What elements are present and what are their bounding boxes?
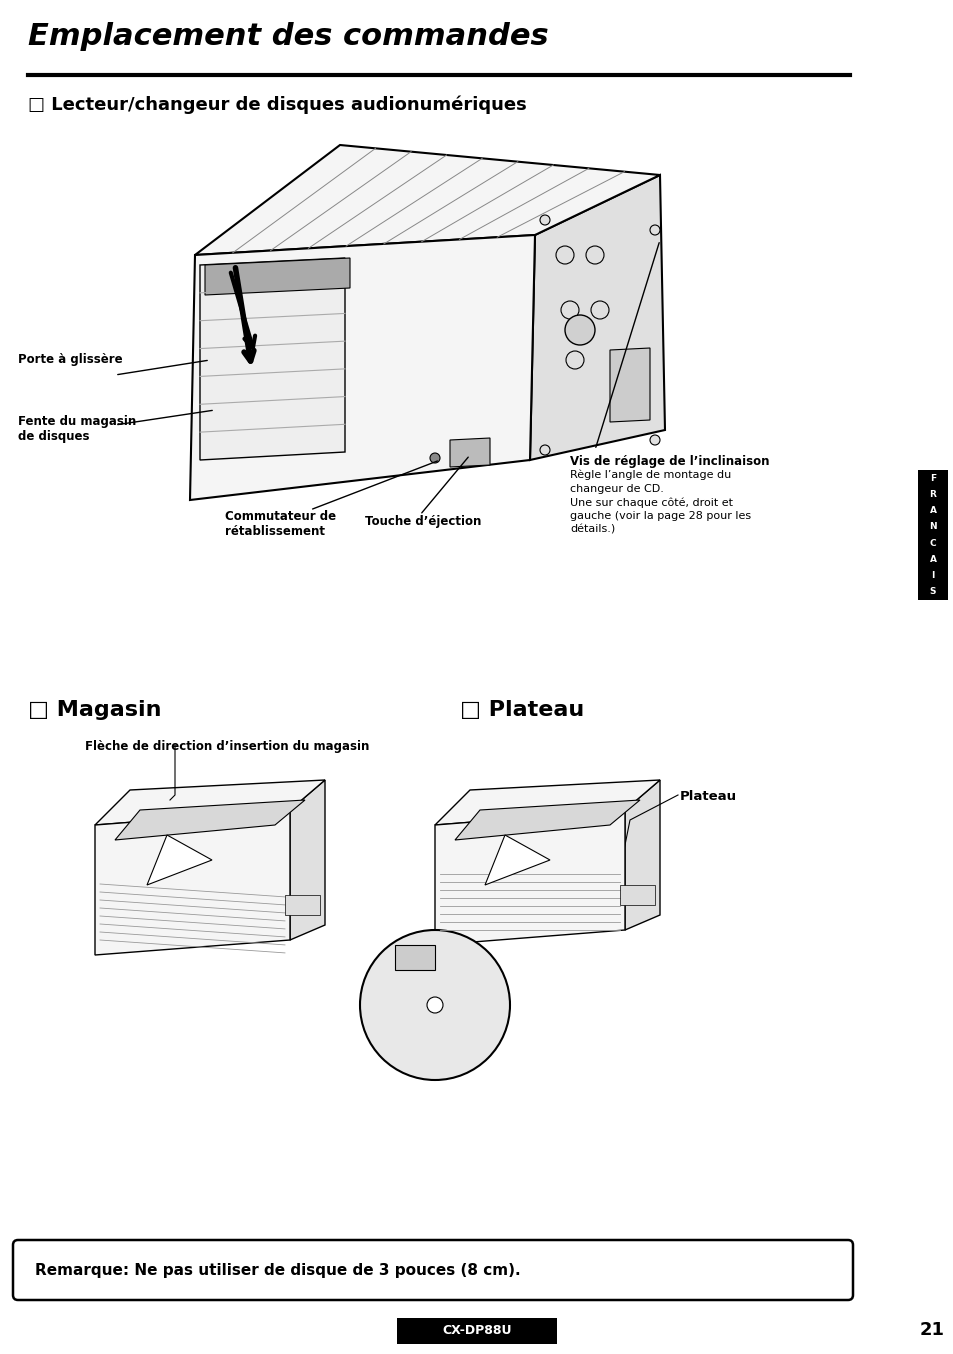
Text: Porte à glissère: Porte à glissère — [18, 353, 123, 367]
Polygon shape — [115, 800, 305, 839]
Circle shape — [649, 225, 659, 236]
Text: CX-DP88U: CX-DP88U — [442, 1324, 511, 1338]
Text: F: F — [929, 474, 935, 482]
Circle shape — [556, 246, 574, 264]
Text: Touche d’éjection: Touche d’éjection — [365, 515, 481, 528]
Circle shape — [564, 315, 595, 345]
Polygon shape — [484, 835, 550, 886]
Text: Fente du magasin
de disques: Fente du magasin de disques — [18, 414, 136, 443]
Text: Règle l’angle de montage du
changeur de CD.
Une sur chaque côté, droit et
gauche: Règle l’angle de montage du changeur de … — [569, 470, 750, 533]
Polygon shape — [147, 835, 212, 886]
Text: A: A — [928, 506, 936, 515]
Polygon shape — [205, 259, 350, 295]
Circle shape — [565, 351, 583, 370]
Text: I: I — [930, 571, 934, 580]
Polygon shape — [530, 175, 664, 460]
Polygon shape — [450, 437, 490, 467]
Text: C: C — [929, 539, 935, 547]
Text: □ Magasin: □ Magasin — [28, 700, 161, 720]
Circle shape — [560, 301, 578, 320]
Polygon shape — [290, 780, 325, 940]
Circle shape — [649, 435, 659, 445]
Circle shape — [539, 215, 550, 225]
Text: Remarque: Ne pas utiliser de disque de 3 pouces (8 cm).: Remarque: Ne pas utiliser de disque de 3… — [35, 1262, 520, 1278]
Text: Emplacement des commandes: Emplacement des commandes — [28, 22, 548, 51]
Text: Commutateur de
rétablissement: Commutateur de rétablissement — [225, 510, 335, 538]
Text: □ Lecteur/changeur de disques audionumériques: □ Lecteur/changeur de disques audionumér… — [28, 95, 526, 114]
Text: N: N — [928, 523, 936, 531]
Circle shape — [585, 246, 603, 264]
Circle shape — [427, 997, 442, 1013]
Circle shape — [430, 454, 439, 463]
Polygon shape — [190, 236, 535, 500]
Polygon shape — [917, 470, 947, 600]
Circle shape — [359, 930, 510, 1080]
Text: R: R — [928, 490, 936, 498]
Polygon shape — [285, 895, 319, 915]
Polygon shape — [455, 800, 639, 839]
Circle shape — [590, 301, 608, 320]
Text: Flèche de direction d’insertion du magasin: Flèche de direction d’insertion du magas… — [85, 741, 369, 753]
Polygon shape — [435, 780, 659, 825]
Bar — [396, 1317, 557, 1345]
Polygon shape — [95, 810, 290, 955]
Text: A: A — [928, 555, 936, 563]
Circle shape — [539, 445, 550, 455]
FancyBboxPatch shape — [13, 1240, 852, 1300]
Polygon shape — [435, 810, 624, 945]
Polygon shape — [200, 259, 345, 460]
Polygon shape — [609, 348, 649, 422]
Text: S: S — [929, 588, 935, 596]
Polygon shape — [624, 780, 659, 930]
Text: Plateau: Plateau — [679, 789, 737, 803]
Text: 21: 21 — [919, 1322, 944, 1339]
Polygon shape — [194, 145, 659, 255]
Text: Vis de réglage de l’inclinaison: Vis de réglage de l’inclinaison — [569, 455, 769, 468]
Polygon shape — [95, 780, 325, 825]
Text: □ Plateau: □ Plateau — [459, 700, 583, 720]
Polygon shape — [619, 886, 655, 904]
Polygon shape — [395, 945, 435, 969]
